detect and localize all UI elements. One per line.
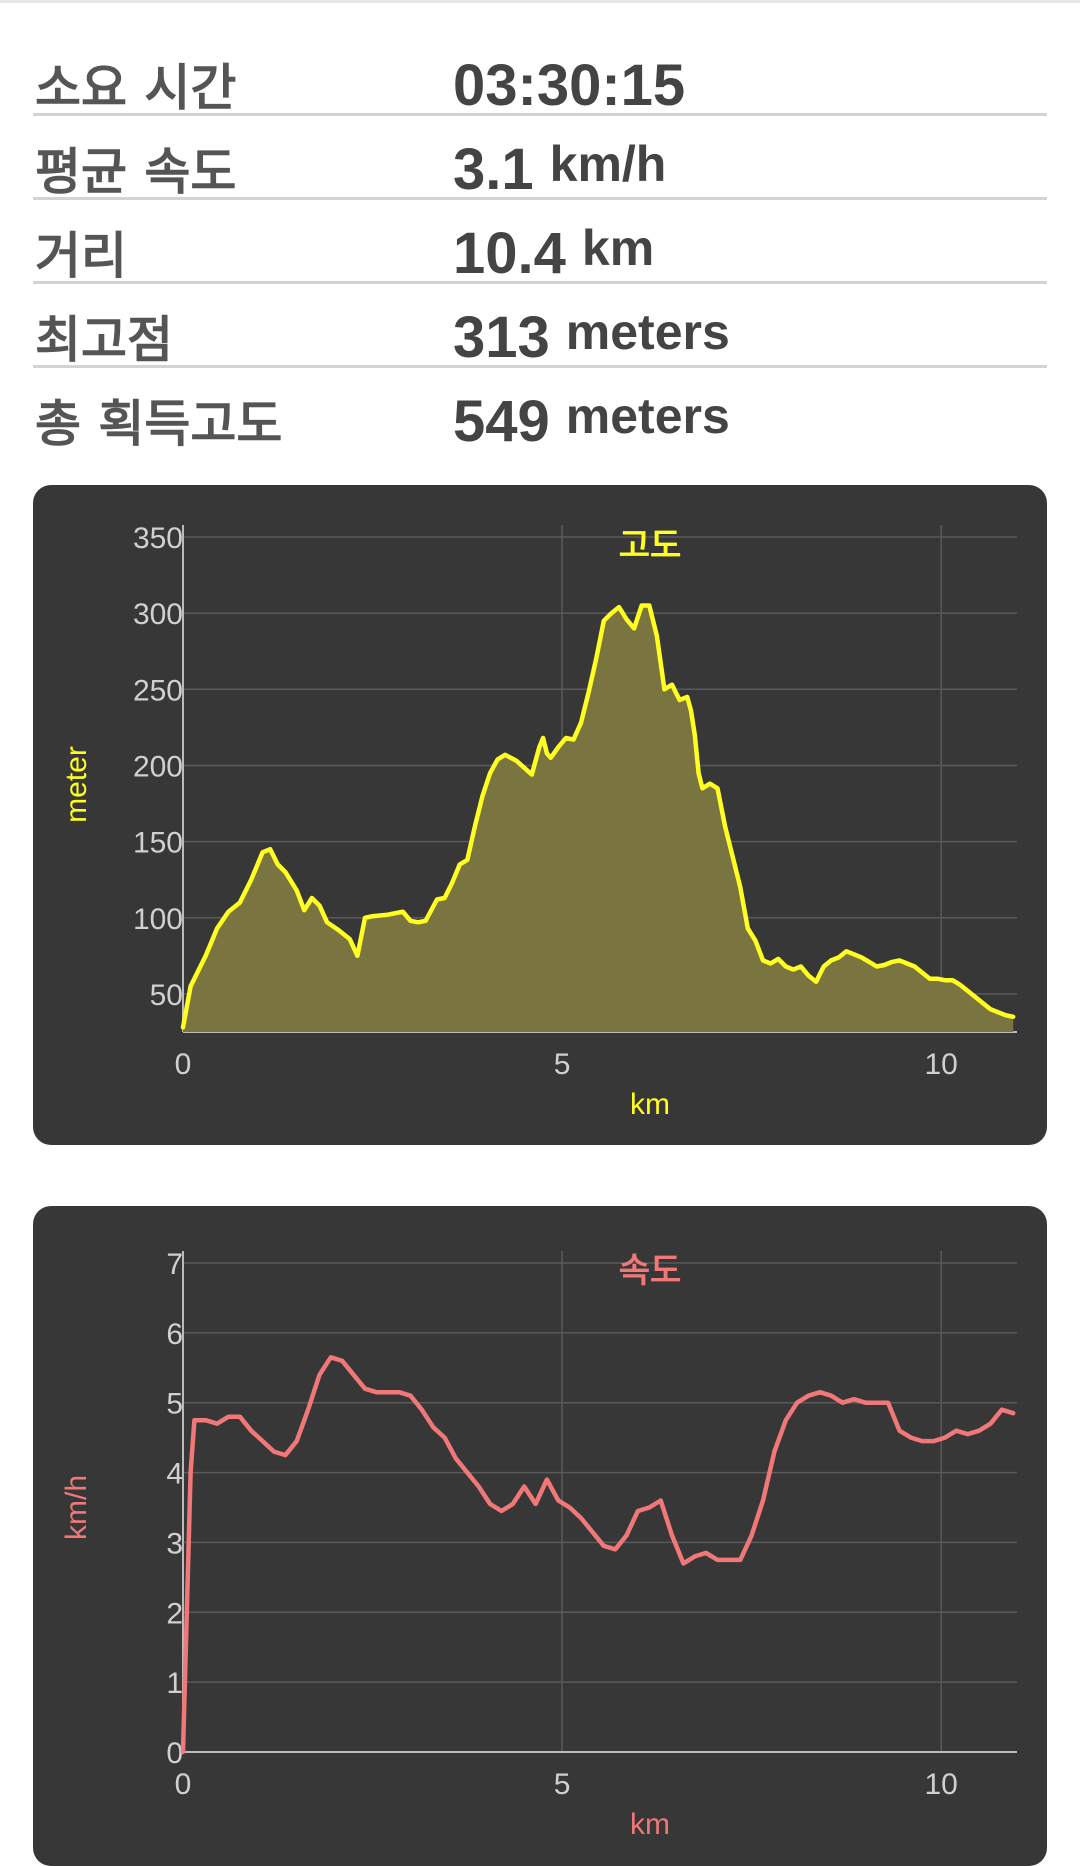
stat-value: 10.4 km bbox=[453, 220, 654, 287]
altitude-chart: 50 100 150 200 250 300 350 0 5 10 고도 km meter bbox=[60, 522, 1017, 1121]
stat-number: 313 bbox=[453, 305, 550, 370]
x-axis-label: km bbox=[630, 1088, 670, 1121]
x-tick-label: 0 bbox=[175, 1768, 192, 1801]
stat-unit: km bbox=[581, 220, 655, 276]
altitude-chart-card: 50 100 150 200 250 300 350 0 5 10 고도 km meter bbox=[33, 485, 1047, 1145]
y-tick-label: 300 bbox=[133, 598, 183, 631]
x-tick-label: 0 bbox=[175, 1048, 192, 1081]
chart-title: 속도 bbox=[619, 1251, 682, 1291]
stat-label: 최고점 bbox=[35, 311, 173, 369]
y-tick-label: 6 bbox=[166, 1318, 183, 1351]
y-axis-label: km/h bbox=[60, 1475, 93, 1540]
series-line bbox=[180, 603, 1016, 1030]
y-tick-label: 250 bbox=[133, 674, 183, 707]
x-tick-label: 5 bbox=[554, 1768, 571, 1801]
y-tick-label: 7 bbox=[166, 1248, 183, 1281]
y-tick-label: 5 bbox=[166, 1388, 183, 1421]
chart-title: 고도 bbox=[619, 526, 682, 566]
y-tick-label: 0 bbox=[166, 1737, 183, 1770]
stat-value: 313 meters bbox=[453, 304, 730, 371]
stat-row: 소요 시간 03:30:15 bbox=[33, 32, 1047, 119]
speed-chart: 0 1 2 3 4 5 6 7 0 5 10 속도 km km/h bbox=[60, 1248, 1017, 1841]
stat-value: 03:30:15 bbox=[453, 52, 685, 119]
x-tick-label: 5 bbox=[554, 1048, 571, 1081]
y-tick-label: 150 bbox=[133, 827, 183, 860]
stat-value: 549 meters bbox=[453, 388, 730, 455]
speed-chart-card: 0 1 2 3 4 5 6 7 0 5 10 속도 km km/h bbox=[33, 1206, 1047, 1866]
series-line bbox=[180, 1355, 1016, 1755]
y-tick-label: 4 bbox=[166, 1458, 183, 1491]
stat-label: 총 획득고도 bbox=[35, 395, 283, 453]
y-axis-label: meter bbox=[60, 746, 93, 823]
x-axis-label: km bbox=[630, 1808, 670, 1841]
stat-row: 총 획득고도 549 meters bbox=[33, 368, 1047, 455]
x-tick-label: 10 bbox=[924, 1048, 957, 1081]
y-tick-label: 3 bbox=[166, 1527, 183, 1560]
summary-stats: 소요 시간 03:30:15 평균 속도 3.1 km/h 거리 10.4 km 최고점 313 m… bbox=[33, 32, 1047, 455]
stat-value: 3.1 km/h bbox=[453, 136, 666, 203]
stat-number: 549 bbox=[453, 389, 550, 454]
stat-row: 거리 10.4 km bbox=[33, 200, 1047, 287]
stat-label: 거리 bbox=[35, 227, 127, 285]
top-divider bbox=[0, 0, 1080, 3]
y-tick-label: 200 bbox=[133, 750, 183, 783]
stat-unit: km/h bbox=[549, 136, 667, 192]
y-tick-label: 100 bbox=[133, 903, 183, 936]
x-tick-label: 10 bbox=[924, 1768, 957, 1801]
stat-number: 3.1 bbox=[453, 137, 534, 202]
area-fill bbox=[183, 605, 1014, 1032]
y-tick-label: 50 bbox=[150, 979, 183, 1012]
stat-number: 10.4 bbox=[453, 221, 566, 286]
stat-unit: meters bbox=[565, 388, 730, 444]
stat-number: 03:30:15 bbox=[453, 53, 686, 118]
y-tick-label: 2 bbox=[166, 1597, 183, 1630]
y-tick-label: 350 bbox=[133, 522, 183, 555]
stat-label: 평균 속도 bbox=[35, 143, 237, 201]
stat-unit: meters bbox=[565, 304, 730, 360]
stat-label: 소요 시간 bbox=[35, 59, 237, 117]
y-tick-label: 1 bbox=[166, 1667, 183, 1700]
stat-row: 최고점 313 meters bbox=[33, 284, 1047, 371]
stat-row: 평균 속도 3.1 km/h bbox=[33, 116, 1047, 203]
